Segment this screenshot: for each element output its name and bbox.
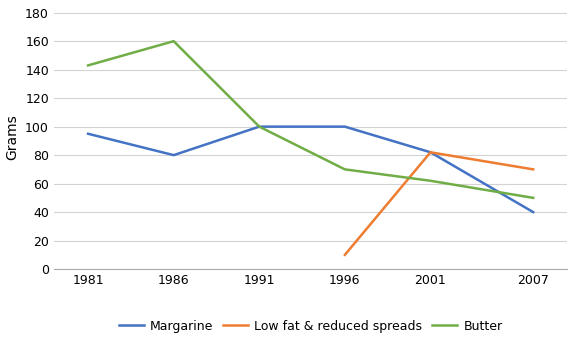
Legend: Margarine, Low fat & reduced spreads, Butter: Margarine, Low fat & reduced spreads, Bu… — [113, 315, 508, 338]
Butter — [85, 63, 92, 68]
Butter — [256, 125, 263, 129]
Line: Margarine: Margarine — [88, 127, 533, 212]
Butter — [170, 39, 177, 43]
Margarine — [530, 210, 537, 214]
Margarine — [256, 125, 263, 129]
Y-axis label: Grams: Grams — [6, 115, 19, 160]
Low fat & reduced spreads — [342, 253, 348, 257]
Margarine — [427, 150, 434, 154]
Margarine — [85, 132, 92, 136]
Low fat & reduced spreads — [530, 167, 537, 171]
Low fat & reduced spreads — [427, 150, 434, 154]
Margarine — [170, 153, 177, 157]
Line: Low fat & reduced spreads: Low fat & reduced spreads — [345, 152, 533, 255]
Butter — [342, 167, 348, 171]
Butter — [530, 196, 537, 200]
Line: Butter: Butter — [88, 41, 533, 198]
Margarine — [342, 125, 348, 129]
Butter — [427, 179, 434, 183]
